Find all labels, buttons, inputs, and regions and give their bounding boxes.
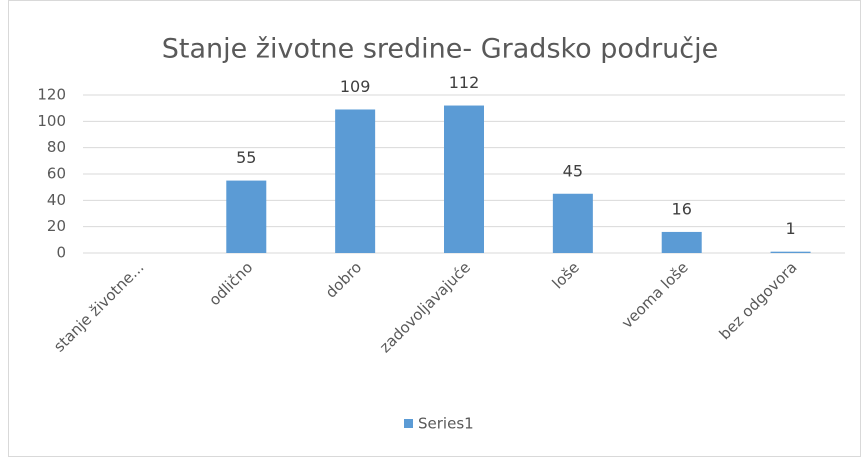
data-label: 55 — [236, 148, 256, 167]
chart-frame — [8, 0, 861, 457]
legend-label: Series1 — [418, 415, 474, 433]
data-label: 112 — [449, 73, 480, 92]
data-label: 1 — [785, 219, 795, 238]
bar — [226, 180, 267, 253]
chart-title: Stanje životne sredine- Gradsko područje — [162, 34, 719, 65]
y-tick-label: 120 — [37, 86, 66, 104]
y-tick-label: 100 — [37, 112, 66, 130]
bar — [335, 109, 376, 253]
y-tick-label: 80 — [47, 138, 66, 156]
y-tick-label: 20 — [47, 217, 66, 235]
y-tick-label: 0 — [56, 244, 66, 262]
y-tick-label: 40 — [47, 191, 66, 209]
legend-swatch — [404, 419, 413, 428]
bar — [444, 105, 484, 254]
data-label: 16 — [672, 199, 692, 218]
bar — [661, 231, 702, 253]
data-label: 45 — [563, 161, 583, 180]
data-label: 109 — [340, 77, 371, 96]
bar — [770, 251, 811, 253]
bar — [552, 193, 593, 253]
y-tick-label: 60 — [47, 165, 66, 183]
